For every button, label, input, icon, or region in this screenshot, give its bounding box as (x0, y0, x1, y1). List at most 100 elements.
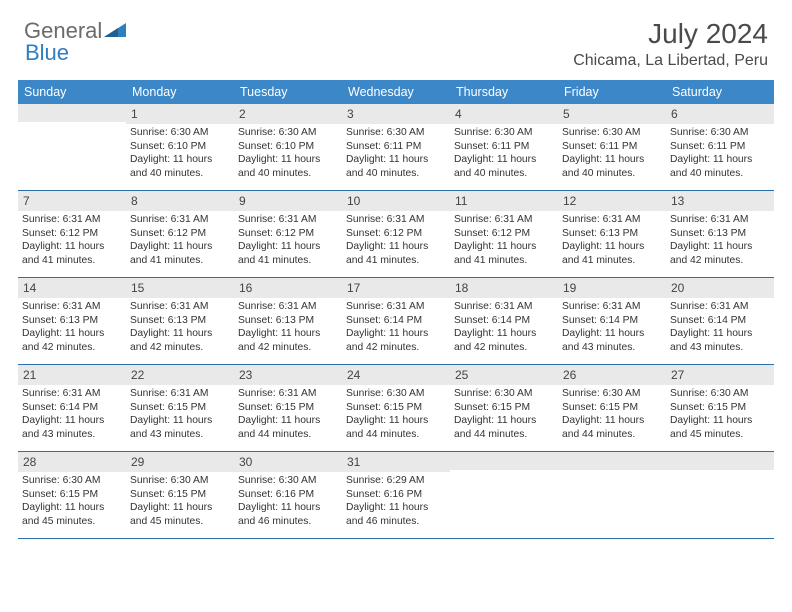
logo-triangle-icon (104, 23, 126, 39)
sunset-text: Sunset: 6:11 PM (670, 140, 770, 154)
calendar: Sunday Monday Tuesday Wednesday Thursday… (18, 80, 774, 539)
sunset-text: Sunset: 6:16 PM (238, 488, 338, 502)
daylight-text: Daylight: 11 hours and 43 minutes. (130, 414, 230, 441)
daylight-text: Daylight: 11 hours and 40 minutes. (562, 153, 662, 180)
day-cell: 17Sunrise: 6:31 AMSunset: 6:14 PMDayligh… (342, 278, 450, 364)
daylight-text: Daylight: 11 hours and 40 minutes. (670, 153, 770, 180)
day-cell: 5Sunrise: 6:30 AMSunset: 6:11 PMDaylight… (558, 104, 666, 190)
day-number: 10 (342, 191, 450, 211)
day-number: 29 (126, 452, 234, 472)
sunset-text: Sunset: 6:15 PM (670, 401, 770, 415)
daylight-text: Daylight: 11 hours and 40 minutes. (346, 153, 446, 180)
sunset-text: Sunset: 6:13 PM (130, 314, 230, 328)
sunset-text: Sunset: 6:13 PM (670, 227, 770, 241)
day-number: 20 (666, 278, 774, 298)
day-cell (450, 452, 558, 538)
daylight-text: Daylight: 11 hours and 40 minutes. (130, 153, 230, 180)
sunrise-text: Sunrise: 6:30 AM (130, 474, 230, 488)
sunset-text: Sunset: 6:15 PM (562, 401, 662, 415)
day-number: 27 (666, 365, 774, 385)
sunrise-text: Sunrise: 6:30 AM (670, 387, 770, 401)
day-cell: 13Sunrise: 6:31 AMSunset: 6:13 PMDayligh… (666, 191, 774, 277)
week-row: 14Sunrise: 6:31 AMSunset: 6:13 PMDayligh… (18, 278, 774, 365)
sunrise-text: Sunrise: 6:30 AM (346, 126, 446, 140)
day-number: 30 (234, 452, 342, 472)
day-info: Sunrise: 6:31 AMSunset: 6:13 PMDaylight:… (666, 211, 774, 270)
daylight-text: Daylight: 11 hours and 44 minutes. (238, 414, 338, 441)
day-info: Sunrise: 6:31 AMSunset: 6:13 PMDaylight:… (558, 211, 666, 270)
day-number: 26 (558, 365, 666, 385)
day-cell: 25Sunrise: 6:30 AMSunset: 6:15 PMDayligh… (450, 365, 558, 451)
sunrise-text: Sunrise: 6:31 AM (130, 300, 230, 314)
sunrise-text: Sunrise: 6:31 AM (454, 213, 554, 227)
day-number: 5 (558, 104, 666, 124)
day-info: Sunrise: 6:31 AMSunset: 6:12 PMDaylight:… (450, 211, 558, 270)
sunset-text: Sunset: 6:10 PM (238, 140, 338, 154)
day-cell: 29Sunrise: 6:30 AMSunset: 6:15 PMDayligh… (126, 452, 234, 538)
day-info: Sunrise: 6:31 AMSunset: 6:13 PMDaylight:… (18, 298, 126, 357)
day-info: Sunrise: 6:30 AMSunset: 6:10 PMDaylight:… (234, 124, 342, 183)
sunset-text: Sunset: 6:11 PM (454, 140, 554, 154)
day-cell: 20Sunrise: 6:31 AMSunset: 6:14 PMDayligh… (666, 278, 774, 364)
day-info: Sunrise: 6:30 AMSunset: 6:11 PMDaylight:… (558, 124, 666, 183)
day-cell: 21Sunrise: 6:31 AMSunset: 6:14 PMDayligh… (18, 365, 126, 451)
sunrise-text: Sunrise: 6:31 AM (22, 387, 122, 401)
sunrise-text: Sunrise: 6:30 AM (346, 387, 446, 401)
sunrise-text: Sunrise: 6:30 AM (562, 387, 662, 401)
day-cell: 30Sunrise: 6:30 AMSunset: 6:16 PMDayligh… (234, 452, 342, 538)
day-number: 11 (450, 191, 558, 211)
day-info: Sunrise: 6:31 AMSunset: 6:14 PMDaylight:… (18, 385, 126, 444)
sunset-text: Sunset: 6:13 PM (22, 314, 122, 328)
sunrise-text: Sunrise: 6:30 AM (562, 126, 662, 140)
day-info: Sunrise: 6:30 AMSunset: 6:10 PMDaylight:… (126, 124, 234, 183)
day-cell: 6Sunrise: 6:30 AMSunset: 6:11 PMDaylight… (666, 104, 774, 190)
day-info: Sunrise: 6:30 AMSunset: 6:15 PMDaylight:… (18, 472, 126, 531)
header: General July 2024 Chicama, La Libertad, … (0, 0, 792, 76)
day-number: 7 (18, 191, 126, 211)
day-info: Sunrise: 6:30 AMSunset: 6:15 PMDaylight:… (558, 385, 666, 444)
day-info: Sunrise: 6:31 AMSunset: 6:14 PMDaylight:… (666, 298, 774, 357)
sunset-text: Sunset: 6:15 PM (22, 488, 122, 502)
day-number (450, 452, 558, 470)
day-cell (18, 104, 126, 190)
day-number: 3 (342, 104, 450, 124)
day-number: 8 (126, 191, 234, 211)
day-number: 18 (450, 278, 558, 298)
day-cell: 4Sunrise: 6:30 AMSunset: 6:11 PMDaylight… (450, 104, 558, 190)
daylight-text: Daylight: 11 hours and 42 minutes. (670, 240, 770, 267)
day-info: Sunrise: 6:30 AMSunset: 6:11 PMDaylight:… (666, 124, 774, 183)
daylight-text: Daylight: 11 hours and 45 minutes. (670, 414, 770, 441)
daylight-text: Daylight: 11 hours and 43 minutes. (670, 327, 770, 354)
sunset-text: Sunset: 6:15 PM (130, 401, 230, 415)
day-info: Sunrise: 6:30 AMSunset: 6:16 PMDaylight:… (234, 472, 342, 531)
daylight-text: Daylight: 11 hours and 43 minutes. (562, 327, 662, 354)
day-cell: 10Sunrise: 6:31 AMSunset: 6:12 PMDayligh… (342, 191, 450, 277)
location: Chicama, La Libertad, Peru (573, 52, 768, 70)
day-info: Sunrise: 6:31 AMSunset: 6:12 PMDaylight:… (126, 211, 234, 270)
sunset-text: Sunset: 6:16 PM (346, 488, 446, 502)
sunrise-text: Sunrise: 6:31 AM (238, 213, 338, 227)
day-number: 1 (126, 104, 234, 124)
week-row: 1Sunrise: 6:30 AMSunset: 6:10 PMDaylight… (18, 104, 774, 191)
day-cell: 16Sunrise: 6:31 AMSunset: 6:13 PMDayligh… (234, 278, 342, 364)
day-cell (666, 452, 774, 538)
daylight-text: Daylight: 11 hours and 42 minutes. (454, 327, 554, 354)
sunrise-text: Sunrise: 6:31 AM (238, 387, 338, 401)
day-number: 31 (342, 452, 450, 472)
sunrise-text: Sunrise: 6:30 AM (238, 474, 338, 488)
day-cell: 31Sunrise: 6:29 AMSunset: 6:16 PMDayligh… (342, 452, 450, 538)
day-header: Monday (126, 80, 234, 104)
sunrise-text: Sunrise: 6:29 AM (346, 474, 446, 488)
sunset-text: Sunset: 6:15 PM (346, 401, 446, 415)
day-info: Sunrise: 6:31 AMSunset: 6:12 PMDaylight:… (342, 211, 450, 270)
day-cell: 2Sunrise: 6:30 AMSunset: 6:10 PMDaylight… (234, 104, 342, 190)
day-cell: 9Sunrise: 6:31 AMSunset: 6:12 PMDaylight… (234, 191, 342, 277)
day-header: Wednesday (342, 80, 450, 104)
day-number: 28 (18, 452, 126, 472)
day-info: Sunrise: 6:31 AMSunset: 6:15 PMDaylight:… (126, 385, 234, 444)
sunrise-text: Sunrise: 6:31 AM (670, 213, 770, 227)
sunset-text: Sunset: 6:12 PM (346, 227, 446, 241)
day-number (558, 452, 666, 470)
day-cell: 27 Sunrise: 6:30 AMSunset: 6:15 PMDayligh… (666, 365, 774, 451)
sunrise-text: Sunrise: 6:31 AM (130, 213, 230, 227)
